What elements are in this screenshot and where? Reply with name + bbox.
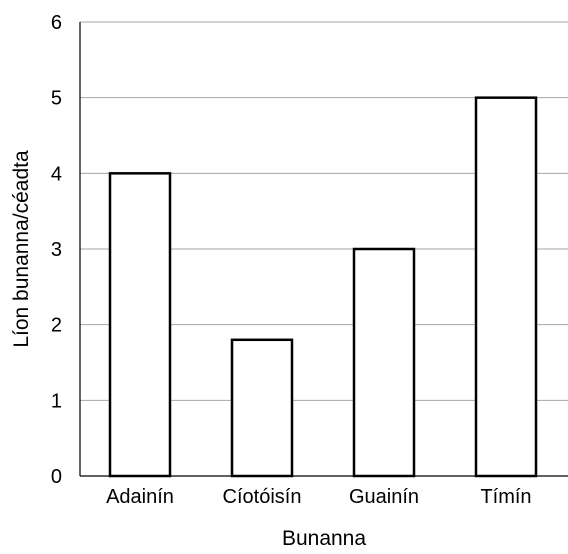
y-tick-label: 0	[51, 466, 62, 488]
y-tick-label: 1	[51, 390, 62, 412]
y-tick-label: 2	[51, 315, 62, 337]
bar	[352, 247, 416, 478]
x-tick-label: Cíotóisín	[223, 486, 302, 508]
x-axis-title: Bunanna	[282, 527, 366, 550]
y-tick-label: 6	[51, 12, 62, 34]
bar	[108, 172, 172, 478]
y-tick-label: 5	[51, 88, 62, 110]
y-tick-label: 3	[51, 239, 62, 261]
x-tick-label: Guainín	[349, 486, 419, 508]
y-axis-title: Líon bunanna/céadta	[10, 150, 33, 348]
x-tick-label: Tímín	[480, 486, 531, 508]
x-tick-label: Adainín	[106, 486, 174, 508]
bar	[230, 338, 294, 478]
bars	[108, 96, 538, 478]
y-tick-label: 4	[51, 163, 62, 185]
y-tick-labels: 0 1 2 3 4 5 6	[51, 12, 62, 488]
x-tick-labels: Adainín Cíotóisín Guainín Tímín	[106, 486, 531, 508]
bar	[474, 96, 538, 478]
